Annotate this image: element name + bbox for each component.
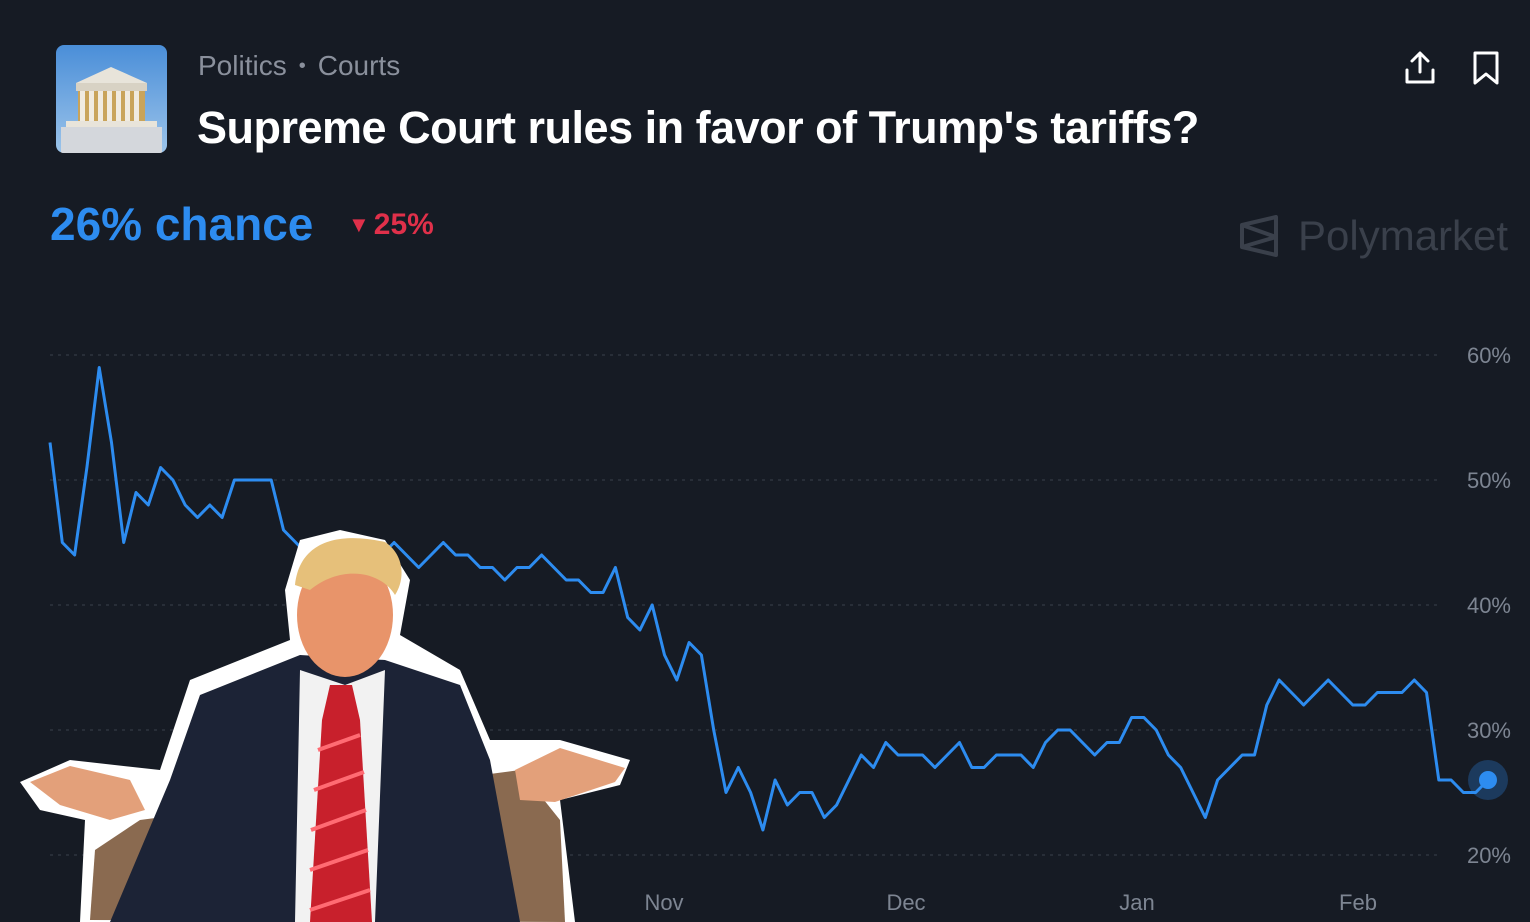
share-icon [1405, 51, 1435, 84]
series-line [48, 366, 1490, 832]
change-indicator: ▼ 25% [348, 208, 434, 242]
chance-value: 26% chance [50, 198, 314, 250]
x-tick-label: Dec [886, 890, 925, 915]
polymarket-logo-icon [1240, 215, 1278, 257]
change-value: 25% [373, 208, 434, 241]
y-tick-label: 50% [1467, 468, 1511, 493]
trump-photo-overlay [20, 530, 630, 922]
x-tick-label: Nov [644, 890, 683, 915]
bookmark-icon [1473, 51, 1499, 85]
bookmark-button[interactable] [1466, 48, 1506, 88]
breadcrumb: Politics • Courts [198, 50, 400, 82]
y-tick-label: 60% [1467, 343, 1511, 368]
breadcrumb-separator: • [298, 54, 306, 77]
supreme-court-thumbnail [56, 45, 167, 153]
category-link[interactable]: Politics [198, 50, 287, 81]
y-tick-label: 30% [1467, 718, 1511, 743]
down-triangle-icon: ▼ [348, 212, 370, 237]
market-title: Supreme Court rules in favor of Trump's … [197, 102, 1199, 153]
x-tick-label: Jan [1119, 890, 1154, 915]
polymarket-watermark: Polymarket [1238, 212, 1508, 260]
x-tick-label: Feb [1339, 890, 1377, 915]
current-point[interactable] [1479, 771, 1497, 789]
share-button[interactable] [1400, 48, 1440, 88]
y-tick-label: 40% [1467, 593, 1511, 618]
brand-name: Polymarket [1298, 212, 1509, 259]
subcategory-link[interactable]: Courts [317, 50, 401, 81]
y-tick-label: 20% [1467, 843, 1511, 868]
